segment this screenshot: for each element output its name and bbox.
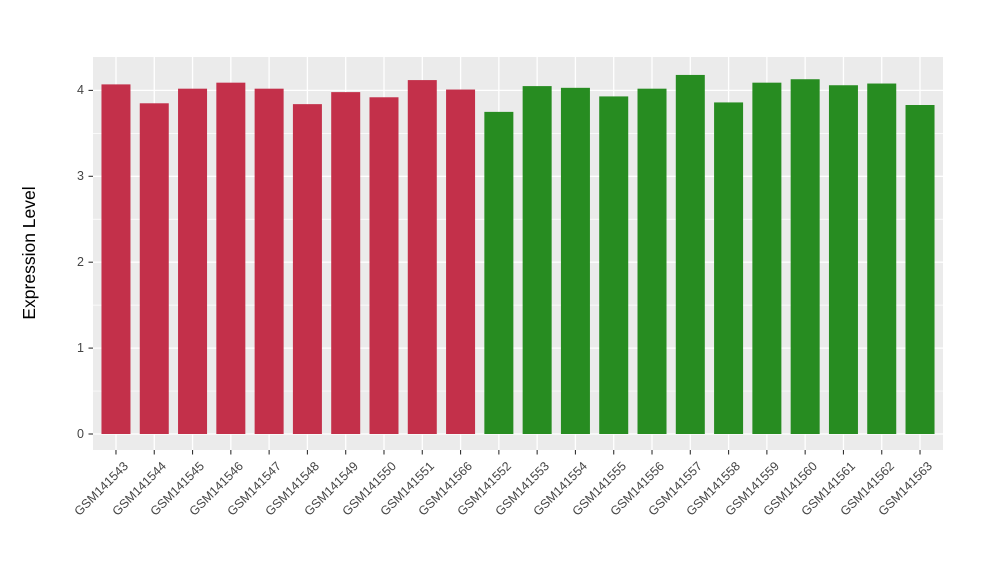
bar-GSM141545 (178, 88, 208, 434)
bar-GSM141551 (407, 80, 437, 434)
bar-GSM141544 (139, 103, 169, 434)
bar-GSM141557 (675, 74, 705, 435)
bar-GSM141562 (867, 83, 897, 434)
bar-GSM141561 (828, 85, 858, 434)
bar-GSM141555 (599, 96, 629, 435)
bar-GSM141563 (905, 105, 935, 435)
bar-GSM141560 (790, 79, 820, 434)
bar-GSM141546 (216, 82, 246, 434)
y-axis-title: Expression Level (19, 186, 39, 320)
bar-GSM141548 (292, 104, 322, 435)
bar-GSM141556 (637, 88, 667, 434)
bar-GSM141552 (484, 111, 514, 434)
y-tick-label: 1 (77, 340, 84, 355)
y-tick-label: 2 (77, 254, 84, 269)
bar-GSM141554 (560, 87, 590, 434)
bar-GSM141558 (714, 102, 744, 435)
bar-GSM141566 (446, 89, 476, 434)
bar-GSM141549 (331, 92, 361, 435)
bar-GSM141543 (101, 84, 131, 435)
bar-GSM141547 (254, 88, 284, 434)
y-tick-label: 4 (77, 82, 84, 97)
bar-GSM141550 (369, 97, 399, 434)
bar-GSM141559 (752, 82, 782, 434)
y-tick-label: 3 (77, 168, 84, 183)
bar-GSM141553 (522, 86, 552, 434)
y-tick-label: 0 (77, 426, 84, 441)
